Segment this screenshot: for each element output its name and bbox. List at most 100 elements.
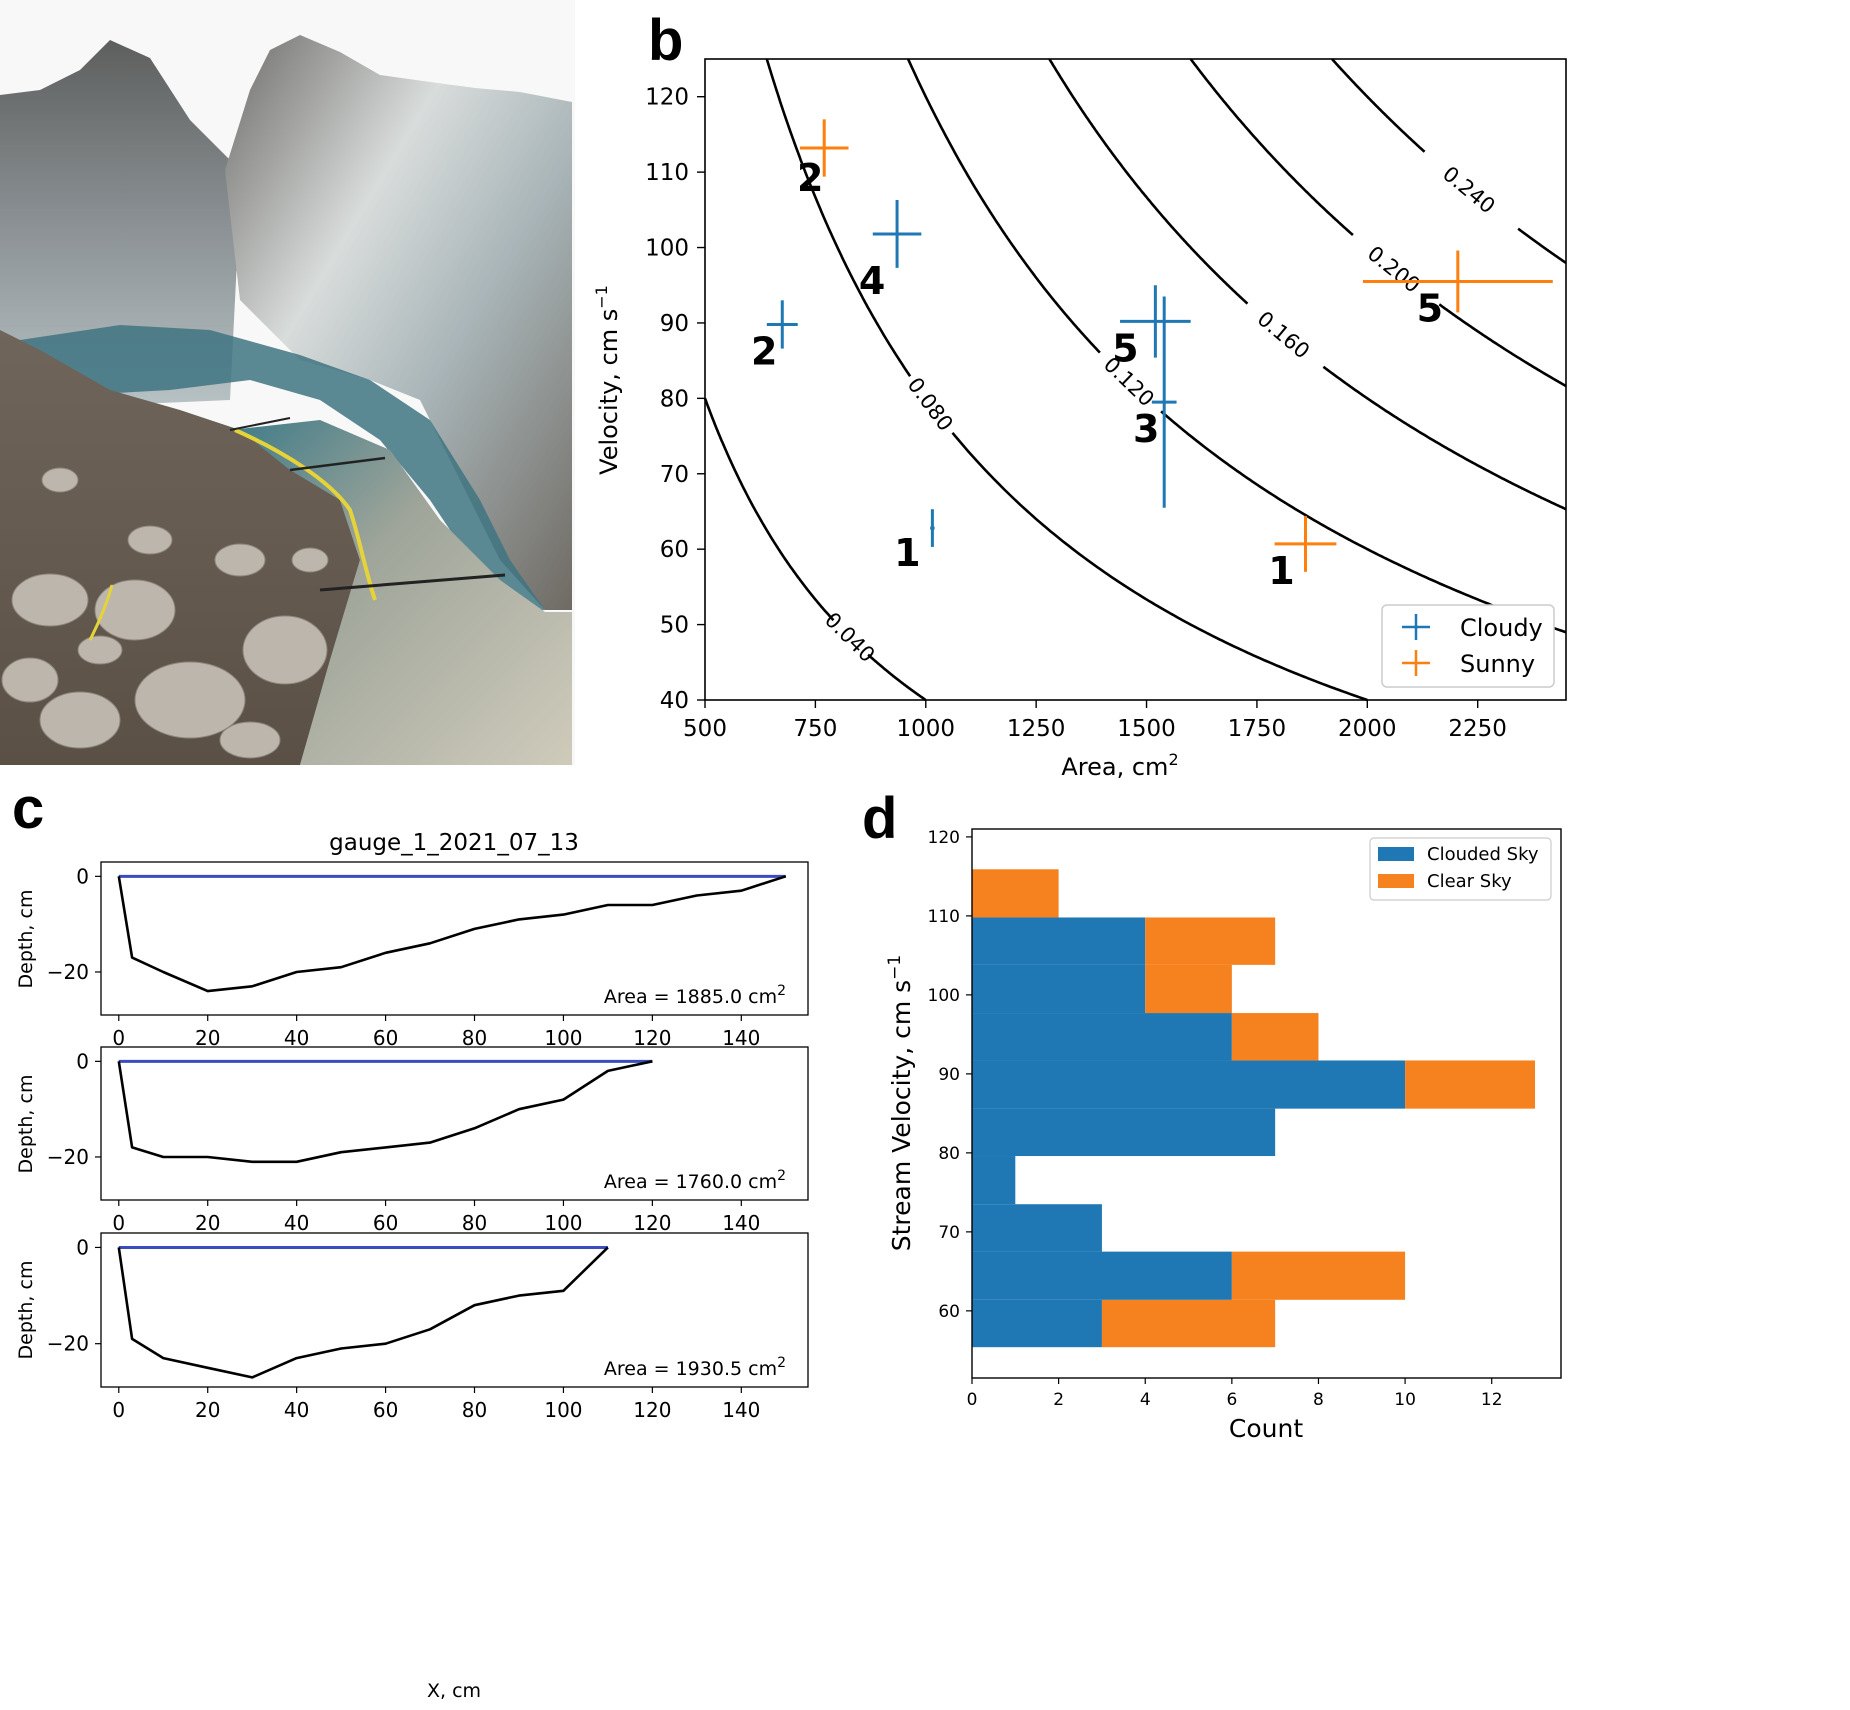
- point-label: 4: [859, 259, 885, 303]
- cross-section-subplot-2: 0 20 40 60 80 100 120 140 0 −20 Depth, cm Area = 17…: [15, 1046, 809, 1235]
- y-tick-label: 60: [938, 1302, 960, 1322]
- contour-line: [765, 58, 1368, 702]
- y-tick-label: 0: [76, 1049, 89, 1073]
- bed-profile-line: [117, 875, 787, 993]
- x-tick-label: 0: [967, 1390, 978, 1410]
- x-axis-label: Area, cm2: [1061, 750, 1178, 781]
- y-ticks: 60 70 80 90 100 110 120: [928, 828, 972, 1322]
- x-tick-label: 500: [683, 716, 727, 742]
- contour-label: 0.040: [820, 608, 880, 667]
- x-tick-label: 60: [373, 1398, 398, 1422]
- bar-clear-sky: [1405, 1060, 1536, 1109]
- bar-clouded-sky: [972, 1299, 1102, 1348]
- bar-clouded-sky: [972, 1108, 1276, 1157]
- x-tick-label: 2: [1053, 1390, 1064, 1410]
- x-tick-label: 20: [195, 1026, 220, 1050]
- area-annotation: Area = 1885.0 cm2: [604, 983, 786, 1008]
- bar-clouded-sky: [972, 917, 1146, 965]
- contour-line: [703, 397, 927, 702]
- bed-profile-line: [117, 1246, 609, 1379]
- x-tick-label: 20: [195, 1211, 220, 1235]
- point-label: 1: [894, 531, 920, 575]
- panel-label-d: d: [862, 786, 898, 851]
- x-tick-label: 140: [722, 1398, 760, 1422]
- y-tick-label: 100: [645, 236, 689, 262]
- x-tick-label: 40: [284, 1026, 309, 1050]
- y-tick-label: 70: [660, 462, 689, 488]
- x-tick-label: 10: [1394, 1390, 1416, 1410]
- cross-section-title: gauge_1_2021_07_13: [329, 830, 579, 856]
- x-tick-label: 2250: [1448, 716, 1507, 742]
- y-tick-label: −20: [47, 1145, 89, 1169]
- x-tick-label: 120: [633, 1026, 671, 1050]
- contour-line: [1189, 58, 1567, 388]
- point-label: 2: [797, 156, 823, 200]
- x-tick-label: 1750: [1228, 716, 1287, 742]
- y-tick-label: 40: [660, 688, 689, 714]
- x-tick-label: 0: [112, 1398, 125, 1422]
- x-tick-label: 2000: [1338, 716, 1397, 742]
- svg-text:Sunny: Sunny: [1460, 650, 1535, 678]
- y-tick-label: 0: [76, 1235, 89, 1259]
- x-tick-label: 8: [1313, 1390, 1324, 1410]
- x-tick-label: 120: [633, 1398, 671, 1422]
- x-tick-label: 0: [112, 1211, 125, 1235]
- x-tick-label: 6: [1226, 1390, 1237, 1410]
- area-annotation: Area = 1760.0 cm2: [604, 1168, 786, 1193]
- x-tick-label: 100: [544, 1398, 582, 1422]
- bar-clear-sky: [1145, 964, 1232, 1014]
- point-cloudy-1: 1: [894, 509, 935, 575]
- contour-line: [1331, 58, 1567, 264]
- bar-clear-sky: [1101, 1299, 1276, 1348]
- subplot-frame: [100, 1232, 809, 1388]
- x-tick-label: 4: [1140, 1390, 1151, 1410]
- y-tick-label: 100: [928, 986, 960, 1006]
- x-tick-label: 100: [544, 1026, 582, 1050]
- cross-section-subplot-3: 0 20 40 60 80 100 120 140 0 −20 Depth, cm Area = 19…: [15, 1232, 809, 1422]
- y-axis-label: Depth, cm: [15, 890, 37, 989]
- legend-entry-clear-sky: Clear Sky: [1378, 871, 1512, 892]
- subplot-frame: [100, 861, 809, 1016]
- x-ticks: 500 750 1000 1250 1500 1750 2000 2250: [683, 700, 1507, 742]
- velocity-histogram: 0 2 4 6 8 10 12 60 70 80 90 100 110 120 Count Stream…: [885, 828, 1562, 1443]
- x-tick-label: 140: [722, 1211, 760, 1235]
- area-annotation: Area = 1930.5 cm2: [604, 1355, 786, 1380]
- x-tick-label: 1000: [896, 716, 955, 742]
- svg-text:Cloudy: Cloudy: [1460, 614, 1543, 642]
- x-tick-label: 12: [1481, 1390, 1503, 1410]
- cross-section-subplot-1: 0 20 40 60 80 100 120 140 0 −20 Depth, cm Area = 18…: [15, 861, 809, 1050]
- point-sunny-1: 1: [1268, 515, 1337, 593]
- x-tick-label: 0: [112, 1026, 125, 1050]
- glacier-stream-photo: [0, 0, 575, 765]
- bar-clouded-sky: [972, 1013, 1232, 1061]
- bar-clear-sky: [1231, 1013, 1319, 1061]
- y-tick-label: 60: [660, 537, 689, 563]
- bar-clear-sky: [1145, 917, 1276, 965]
- point-label: 3: [1133, 407, 1159, 451]
- contour-label: 0.200: [1363, 241, 1425, 297]
- x-tick-label: 60: [373, 1211, 398, 1235]
- y-tick-label: −20: [47, 1332, 89, 1356]
- discharge-contours: [703, 58, 1567, 702]
- point-label: 5: [1112, 326, 1138, 370]
- point-label: 1: [1268, 549, 1294, 593]
- bar-clear-sky: [972, 869, 1059, 918]
- point-cloudy-3: 3: [1133, 296, 1177, 508]
- contour-line: [1048, 58, 1567, 511]
- y-ticks: 40 50 60 70 80 90 100 110 120: [645, 85, 705, 714]
- legend: Cloudy Sunny: [1381, 604, 1555, 688]
- scatter-points: 1 2 3 4 5 1 2 5: [751, 119, 1553, 593]
- y-tick-label: 80: [660, 386, 689, 412]
- x-ticks: 0 2 4 6 8 10 12: [967, 1378, 1503, 1410]
- y-tick-label: 110: [645, 160, 689, 186]
- x-tick-label: 140: [722, 1026, 760, 1050]
- y-tick-label: 70: [938, 1223, 960, 1243]
- bar-clear-sky: [1231, 1251, 1406, 1300]
- x-tick-label: 750: [793, 716, 837, 742]
- y-tick-label: 120: [928, 828, 960, 848]
- legend-entry-cloudy: Cloudy: [1402, 614, 1543, 642]
- point-cloudy-4: 4: [859, 200, 922, 303]
- y-tick-label: 120: [645, 85, 689, 111]
- bed-profile-line: [117, 1060, 653, 1164]
